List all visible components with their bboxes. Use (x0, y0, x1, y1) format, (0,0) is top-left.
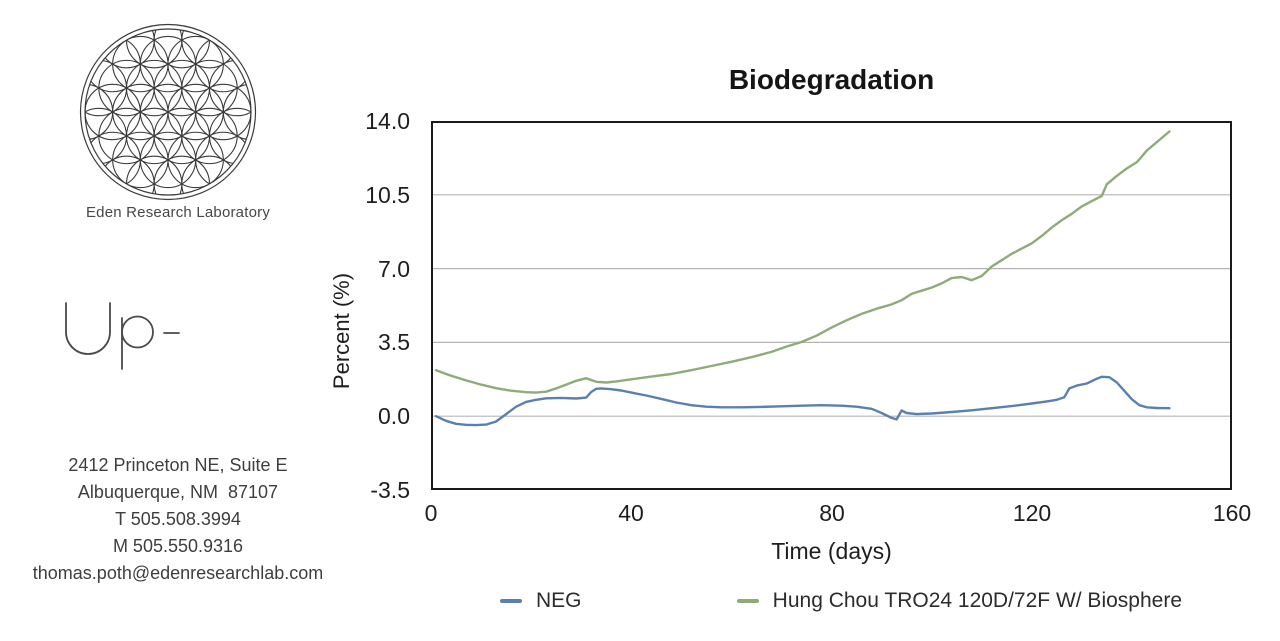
series-line-1 (434, 130, 1171, 394)
legend-item: NEG (500, 589, 582, 613)
address-line: Albuquerque, NM 87107 (77, 482, 279, 502)
x-tick-label: 80 (819, 500, 845, 526)
plot-area (431, 121, 1232, 490)
address-line: M 505.550.9316 (112, 536, 244, 556)
y-tick-label: 14.0 (365, 108, 410, 134)
y-axis-ticks: 14.0 10.5 7.0 3.5 0.0 -3.5 (330, 108, 410, 503)
y-tick-label: 0.0 (378, 403, 410, 429)
y-tick-label: 10.5 (365, 182, 410, 208)
contact-block: 2412 Princeton NE, Suite E Albuquerque, N… (18, 452, 338, 587)
series-line-0 (434, 375, 1171, 427)
legend-item: Hung Chou TRO24 120D/72F W/ Biosphere (736, 589, 1182, 613)
chart-title: Biodegradation (728, 64, 935, 95)
plot-frame (431, 121, 1232, 490)
x-tick-label: 160 (1212, 500, 1252, 526)
address-line: 2412 Princeton NE, Suite E (68, 455, 288, 475)
chart-legend: NEG Hung Chou TRO24 120D/72F W/ Biosphere (431, 588, 1232, 614)
flower-of-life-logo (73, 17, 263, 207)
y-tick-label: 3.5 (378, 329, 410, 355)
y-tick-label: -3.5 (370, 477, 410, 503)
legend-dash-icon (500, 599, 522, 603)
address-line: T 505.508.3994 (115, 509, 241, 529)
x-axis-ticks: 0 40 80 120 160 (425, 500, 1252, 526)
flower-of-life-icon (79, 23, 257, 201)
legend-label: Hung Chou TRO24 120D/72F W/ Biosphere (772, 589, 1182, 612)
x-tick-label: 40 (618, 500, 644, 526)
legend-dash-icon (736, 599, 759, 603)
legend-label: NEG (536, 589, 582, 612)
y-tick-label: 7.0 (378, 256, 410, 282)
up-wordmark-icon (65, 302, 180, 370)
x-axis-title: Time (days) (771, 538, 892, 564)
address-line: thomas.poth@edenresearchlab.com (32, 563, 324, 583)
up-wordmark (60, 299, 190, 374)
org-name-label: Eden Research Laboratory (85, 204, 271, 221)
x-tick-label: 0 (424, 500, 438, 526)
x-tick-label: 120 (1012, 500, 1052, 526)
